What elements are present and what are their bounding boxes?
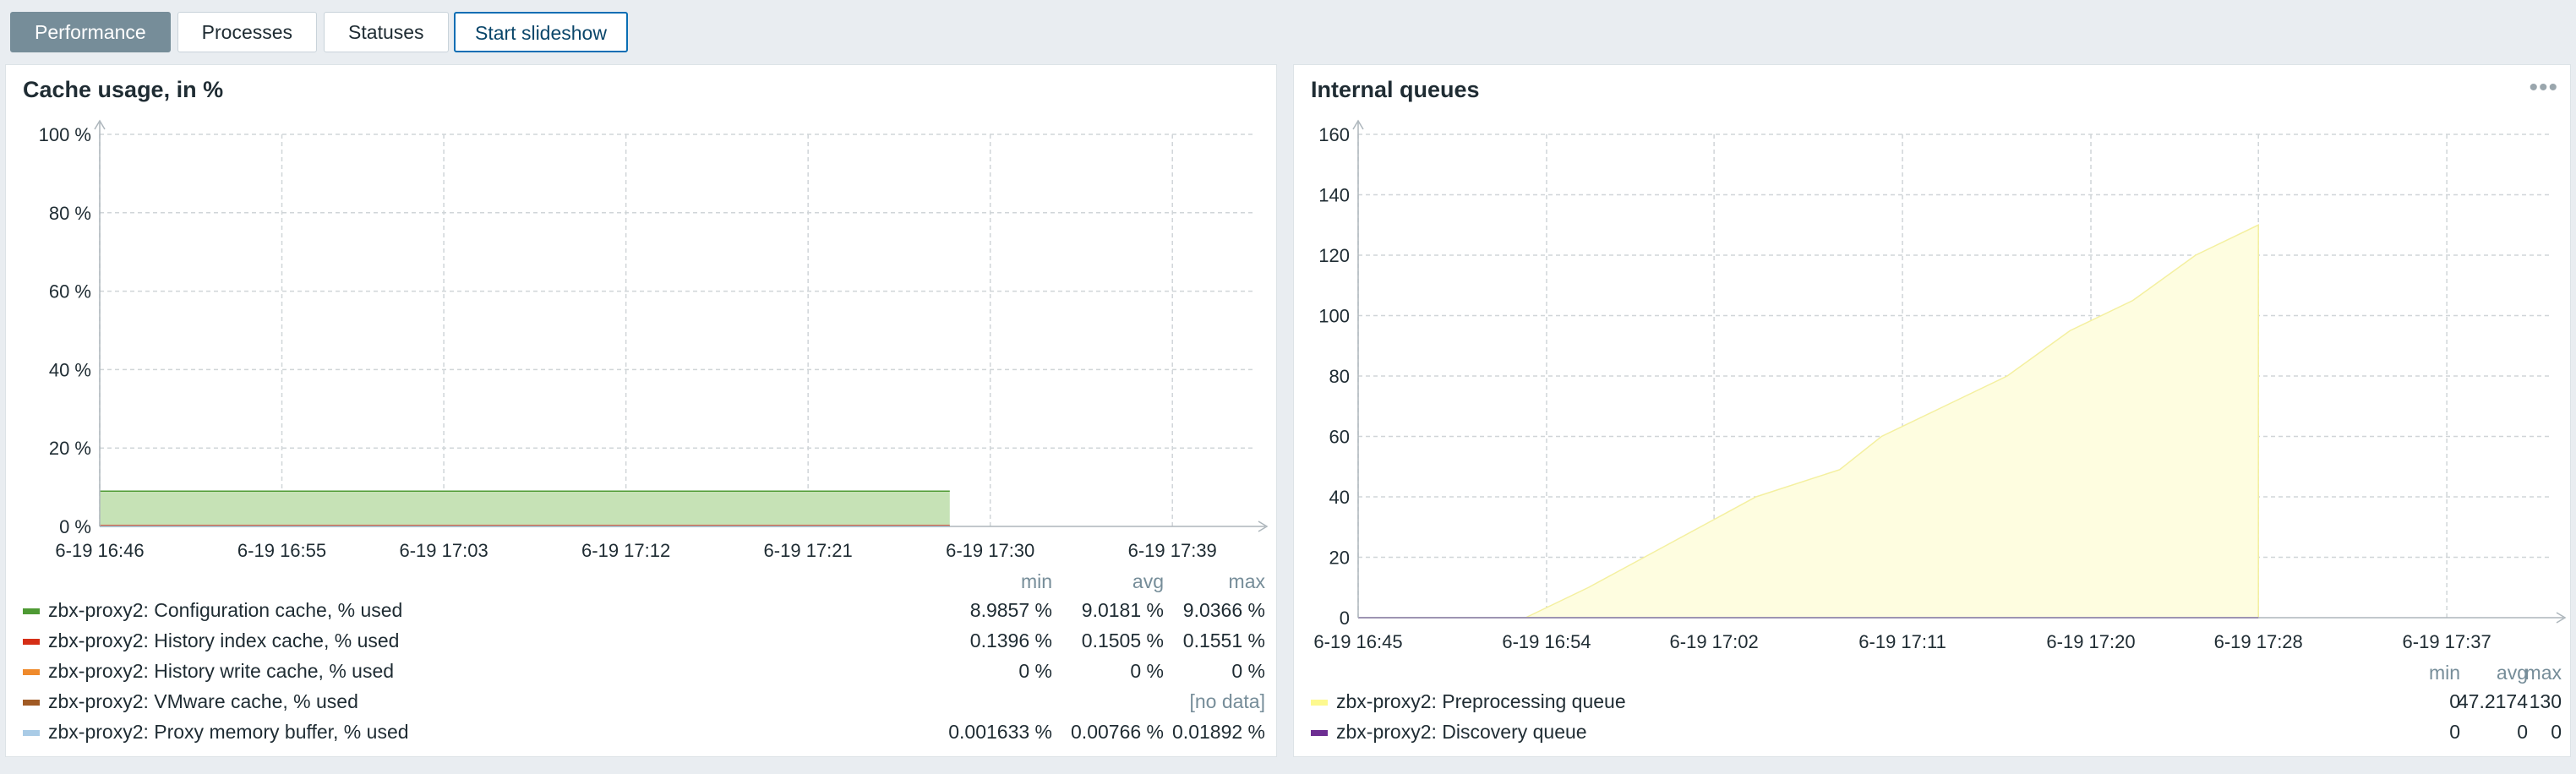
legend-label: zbx-proxy2: Proxy memory buffer, % used	[48, 721, 409, 743]
cache-usage-widget: Cache usage, in % 0 % 20 % 40 % 60 % 80 % 100…	[5, 64, 1277, 757]
x-tick-label: 6-19 17:11	[1858, 631, 1946, 652]
cache-usage-legend: min avg max zbx-proxy2: Configuration ca…	[23, 570, 1265, 748]
series-area	[1525, 225, 2259, 618]
x-tick-label: 6-19 17:03	[400, 540, 488, 561]
y-tick-label: 60	[1329, 427, 1350, 448]
x-tick-label: 6-19 17:12	[581, 540, 670, 561]
legend-header-avg: avg	[1132, 570, 1164, 592]
legend-row: zbx-proxy2: Configuration cache, % used 8…	[23, 599, 1265, 628]
legend-min-value: 0	[2449, 721, 2460, 743]
y-tick-label: 20	[1329, 548, 1350, 569]
legend-max-value: 0	[2551, 721, 2562, 743]
start-slideshow-button[interactable]: Start slideshow	[454, 12, 628, 52]
legend-header-max: max	[1228, 570, 1265, 592]
tab-bar: Performance Processes Statuses	[10, 12, 449, 52]
y-tick-label: 120	[1318, 245, 1350, 266]
x-tick-label: 6-19 17:02	[1670, 631, 1759, 652]
tab-performance[interactable]: Performance	[10, 12, 171, 52]
legend-label: zbx-proxy2: Preprocessing queue	[1336, 690, 1626, 712]
x-tick-label: 6-19 17:37	[2403, 631, 2491, 652]
legend-label: zbx-proxy2: Discovery queue	[1336, 721, 1587, 743]
widget-menu-icon[interactable]: •••	[2529, 74, 2558, 101]
internal-queues-legend: min avg max zbx-proxy2: Preprocessing qu…	[1311, 662, 2562, 746]
legend-swatch	[23, 700, 40, 706]
x-axis-arrow-icon	[2556, 612, 2567, 624]
cache-usage-chart: 0 % 20 % 40 % 60 % 80 % 100 % 6-19 16:46 6-19 1…	[39, 119, 1269, 561]
y-tick-label: 20 %	[49, 438, 91, 459]
widget-title: Cache usage, in %	[23, 77, 224, 102]
legend-avg-value: 0.1505 %	[1081, 630, 1164, 651]
legend-swatch	[23, 639, 40, 645]
legend-avg-value: 0 %	[1130, 660, 1164, 682]
x-tick-label: 6-19 17:21	[764, 540, 853, 561]
legend-avg-value: 9.0181 %	[1081, 599, 1164, 621]
legend-swatch	[1311, 700, 1328, 706]
legend-avg-value: 0.00766 %	[1071, 721, 1164, 743]
y-tick-label: 0	[1340, 608, 1350, 629]
legend-max-value: 0.01892 %	[1172, 721, 1265, 743]
legend-label: zbx-proxy2: VMware cache, % used	[48, 690, 358, 712]
legend-max-value: 0 %	[1231, 660, 1265, 682]
x-tick-label: 6-19 17:20	[2046, 631, 2135, 652]
y-tick-label: 40 %	[49, 359, 91, 380]
y-tick-label: 40	[1329, 487, 1350, 508]
legend-row: zbx-proxy2: Discovery queue 0 0 0	[1311, 721, 2562, 749]
y-tick-label: 100 %	[39, 124, 91, 145]
legend-row: zbx-proxy2: Preprocessing queue 0 47.2174 1…	[1311, 690, 2562, 719]
legend-label: zbx-proxy2: History index cache, % used	[48, 630, 400, 651]
tab-processes[interactable]: Processes	[177, 12, 318, 52]
legend-max-value: 0.1551 %	[1182, 630, 1265, 651]
legend-avg-value: 47.2174	[2457, 690, 2528, 712]
legend-swatch	[23, 669, 40, 675]
x-tick-label: 6-19 16:54	[1502, 631, 1591, 652]
legend-row: zbx-proxy2: Proxy memory buffer, % used 0…	[23, 721, 1265, 749]
legend-header-min: min	[2428, 662, 2460, 684]
x-tick-label: 6-19 16:55	[237, 540, 326, 561]
series-area	[100, 491, 950, 526]
x-tick-label: 6-19 16:45	[1313, 631, 1402, 652]
y-tick-label: 0 %	[59, 516, 91, 537]
x-tick-label: 6-19 17:39	[1128, 540, 1217, 561]
legend-header-max: max	[2524, 662, 2562, 684]
legend-min-value: 0.1396 %	[969, 630, 1052, 651]
y-axis-arrow-icon	[1352, 119, 1364, 130]
y-tick-label: 160	[1318, 124, 1350, 145]
y-axis-arrow-icon	[94, 119, 106, 130]
legend-min-value: 0.001633 %	[948, 721, 1052, 743]
legend-label: zbx-proxy2: Configuration cache, % used	[48, 599, 403, 621]
y-tick-label: 100	[1318, 306, 1350, 327]
legend-no-data: [no data]	[1189, 690, 1265, 712]
legend-row: zbx-proxy2: History index cache, % used 0…	[23, 630, 1265, 658]
x-axis-arrow-icon	[1258, 521, 1269, 532]
x-tick-label: 6-19 17:30	[946, 540, 1034, 561]
legend-swatch	[23, 730, 40, 736]
legend-label: zbx-proxy2: History write cache, % used	[48, 660, 395, 682]
legend-min-value: 0	[2449, 690, 2460, 712]
legend-swatch	[1311, 730, 1328, 736]
legend-header-avg: avg	[2496, 662, 2528, 684]
legend-header-min: min	[1020, 570, 1052, 592]
legend-row: zbx-proxy2: VMware cache, % used [no data…	[23, 690, 1265, 719]
legend-swatch	[23, 608, 40, 614]
y-tick-label: 80	[1329, 366, 1350, 387]
y-tick-label: 60 %	[49, 281, 91, 303]
legend-row: zbx-proxy2: History write cache, % used 0…	[23, 660, 1265, 689]
x-tick-label: 6-19 16:46	[55, 540, 144, 561]
legend-max-value: 9.0366 %	[1182, 599, 1265, 621]
x-tick-label: 6-19 17:28	[2214, 631, 2303, 652]
widget-title: Internal queues	[1311, 77, 1480, 102]
internal-queues-widget: Internal queues ••• 0 20 40 60 80 100 120 140 16…	[1293, 64, 2571, 757]
tab-statuses[interactable]: Statuses	[324, 12, 449, 52]
y-tick-label: 80 %	[49, 203, 91, 224]
internal-queues-chart: 0 20 40 60 80 100 120 140 160 6-19 16:45 6-19 16:5…	[1313, 119, 2567, 652]
legend-avg-value: 0	[2517, 721, 2528, 743]
series-line	[1525, 224, 2259, 619]
legend-min-value: 0 %	[1018, 660, 1052, 682]
legend-min-value: 8.9857 %	[969, 599, 1052, 621]
y-tick-label: 140	[1318, 185, 1350, 206]
legend-max-value: 130	[2529, 690, 2562, 712]
